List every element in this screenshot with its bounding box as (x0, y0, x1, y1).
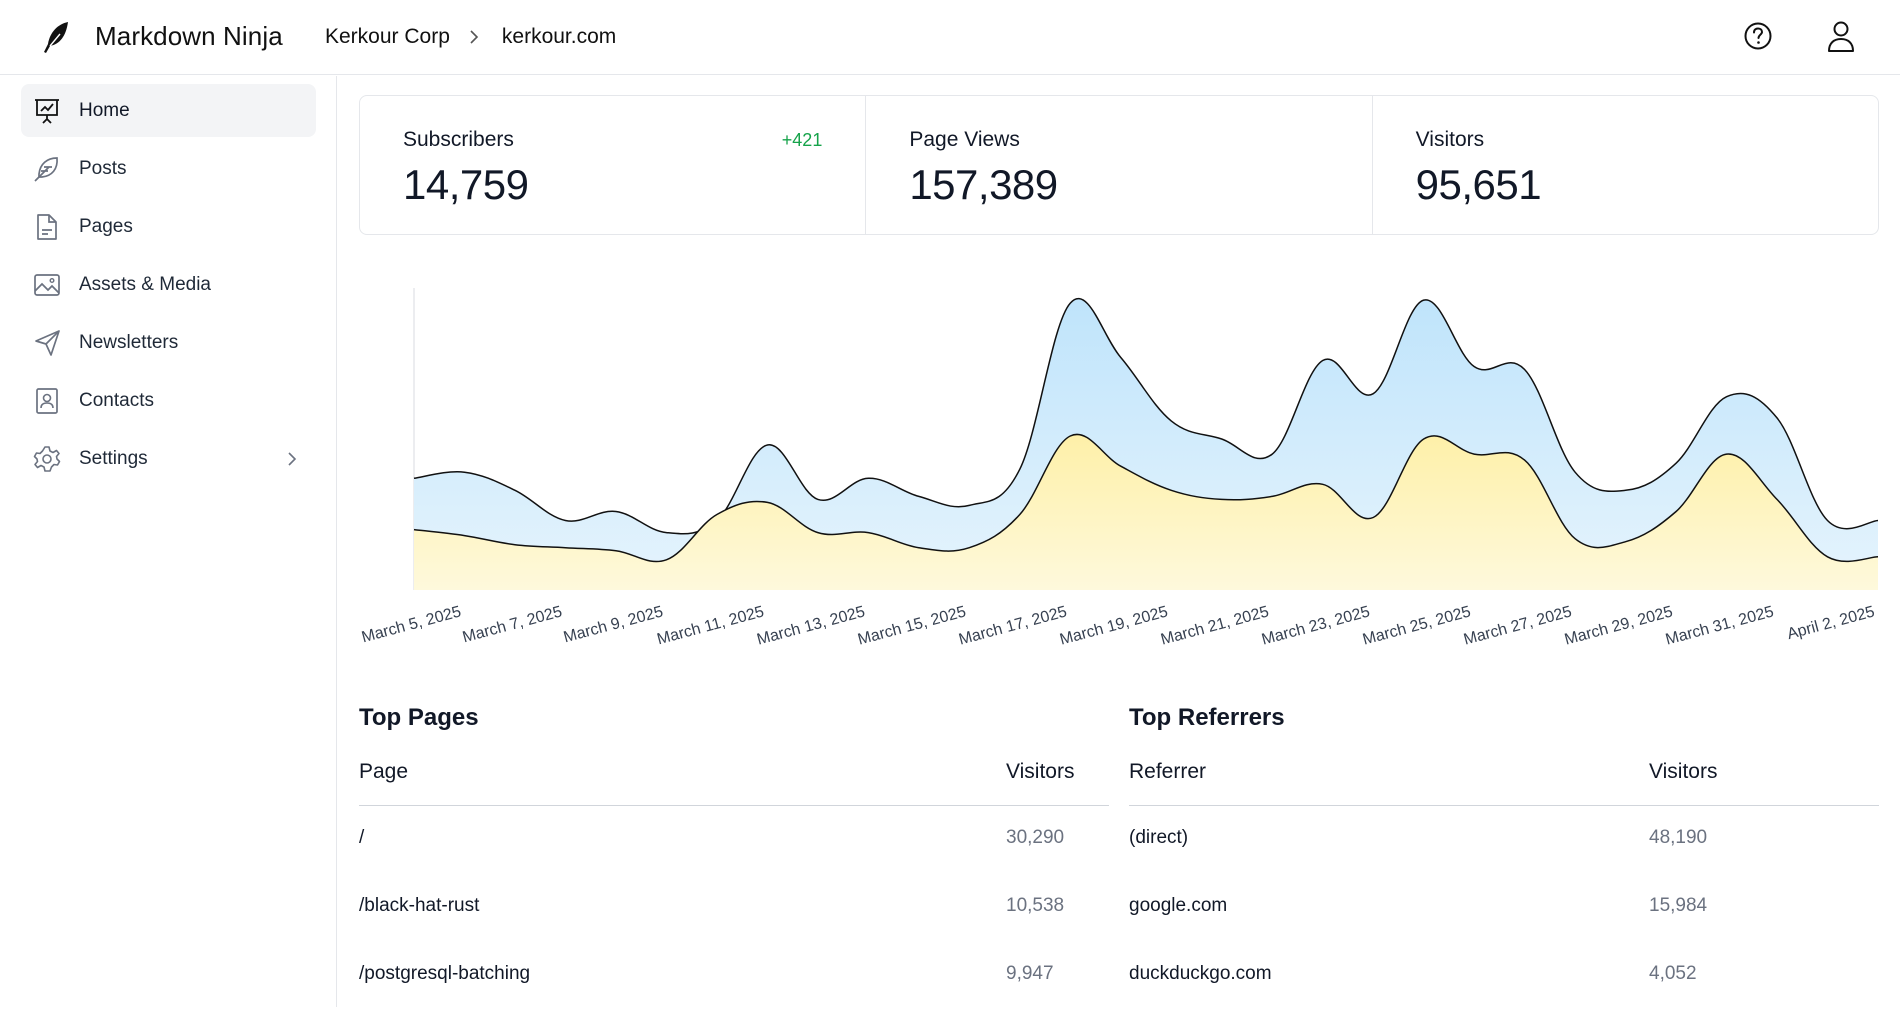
referrer-visitors: 48,190 (1649, 827, 1708, 848)
sidebar: Home Posts Pages Assets & Media Newslett… (0, 76, 337, 1007)
sidebar-item-pages[interactable]: Pages (21, 200, 316, 253)
series-line-visitors (413, 433, 1879, 563)
x-tick-label: March 29, 2025 (1563, 603, 1675, 648)
page-visitors: 9,947 (1006, 963, 1054, 984)
chevron-right-icon (288, 452, 297, 466)
referrer-visitors: 15,984 (1649, 895, 1708, 916)
sidebar-item-label: Home (79, 100, 130, 121)
gear-icon (33, 446, 61, 472)
table-header: Referrer Visitors (1129, 756, 1879, 806)
page-visitors: 30,290 (1006, 827, 1065, 848)
stat-label: Subscribers (403, 128, 514, 151)
feather-icon (34, 157, 58, 182)
sidebar-item-label: Contacts (79, 390, 154, 411)
sidebar-item-label: Assets & Media (79, 274, 211, 295)
page-path[interactable]: /black-hat-rust (359, 895, 480, 916)
x-tick-label: March 21, 2025 (1159, 603, 1271, 648)
referrer-visitors: 4,052 (1649, 963, 1697, 984)
x-tick-label: March 31, 2025 (1664, 603, 1776, 648)
referrer-name[interactable]: (direct) (1129, 827, 1189, 848)
stat-value: 95,651 (1415, 161, 1542, 208)
column-header-referrer: Referrer (1129, 760, 1207, 783)
breadcrumb: Kerkour Corp kerkour.com (325, 25, 616, 49)
series-line-page-views (413, 298, 1879, 535)
x-tick-label: March 15, 2025 (856, 603, 968, 648)
referrer-name[interactable]: duckduckgo.com (1129, 963, 1272, 984)
help-circle-icon[interactable] (1743, 21, 1773, 51)
top-pages-title: Top Pages (359, 704, 479, 731)
breadcrumb-org[interactable]: Kerkour Corp (325, 25, 450, 48)
sidebar-item-contacts[interactable]: Contacts (21, 374, 316, 427)
x-tick-label: March 19, 2025 (1058, 603, 1170, 648)
sidebar-item-label: Newsletters (79, 332, 179, 353)
x-tick-label: March 23, 2025 (1260, 603, 1372, 648)
x-tick-label: March 9, 2025 (562, 603, 665, 646)
sidebar-item-posts[interactable]: Posts (21, 142, 316, 195)
sidebar-item-label: Posts (79, 158, 127, 179)
table-row[interactable]: google.com 15,984 (1129, 875, 1879, 943)
page-path[interactable]: / (359, 827, 365, 848)
table-header: Page Visitors (359, 756, 1109, 806)
x-tick-label: March 11, 2025 (655, 603, 766, 648)
table-row[interactable]: duckduckgo.com 4,052 (1129, 943, 1879, 1011)
table-row[interactable]: (direct) 48,190 (1129, 807, 1879, 875)
breadcrumb-site[interactable]: kerkour.com (501, 25, 617, 48)
chevron-right-icon (470, 30, 479, 44)
top-referrers-title: Top Referrers (1129, 704, 1285, 731)
table-row[interactable]: / 30,290 (359, 807, 1109, 875)
x-tick-label: April 2, 2025 (1785, 603, 1876, 643)
paper-plane-icon (35, 330, 60, 356)
x-tick-label: March 13, 2025 (755, 603, 867, 648)
x-tick-label: March 7, 2025 (461, 603, 564, 646)
referrer-name[interactable]: google.com (1129, 895, 1228, 916)
sidebar-item-home[interactable]: Home (21, 84, 316, 137)
image-icon (34, 274, 60, 296)
table-row[interactable]: /black-hat-rust 10,538 (359, 875, 1109, 943)
stat-subscribers: Subscribers +421 14,759 (360, 96, 865, 234)
sidebar-item-settings[interactable]: Settings (21, 432, 316, 485)
stat-value: 157,389 (909, 161, 1058, 208)
stat-visitors: Visitors 95,651 (1371, 96, 1878, 234)
stat-page-views: Page Views 157,389 (865, 96, 1371, 234)
x-tick-label: March 25, 2025 (1361, 603, 1473, 648)
user-icon[interactable] (1826, 19, 1856, 53)
sidebar-item-assets-media[interactable]: Assets & Media (21, 258, 316, 311)
series-area-visitors (414, 434, 1878, 590)
page-visitors: 10,538 (1006, 895, 1065, 916)
sidebar-item-label: Pages (79, 216, 133, 237)
stat-label: Page Views (909, 128, 1020, 151)
stat-label: Visitors (1415, 128, 1485, 151)
presentation-chart-icon (35, 99, 59, 124)
stats-panel: Subscribers +421 14,759 Page Views 157,3… (359, 95, 1879, 235)
contact-book-icon (36, 388, 58, 414)
top-header: Markdown Ninja Kerkour Corp kerkour.com (0, 0, 1900, 75)
column-header-visitors: Visitors (1649, 760, 1718, 783)
stat-value: 14,759 (403, 161, 529, 208)
sidebar-item-newsletters[interactable]: Newsletters (21, 316, 316, 369)
x-tick-label: March 27, 2025 (1462, 603, 1574, 648)
stat-delta: +421 (781, 130, 823, 150)
x-tick-label: March 17, 2025 (957, 603, 1069, 648)
table-row[interactable]: /postgresql-batching 9,947 (359, 943, 1109, 1011)
feather-logo-icon[interactable] (40, 20, 72, 54)
page-path[interactable]: /postgresql-batching (359, 963, 531, 984)
app-title[interactable]: Markdown Ninja (95, 21, 283, 51)
document-icon (37, 214, 57, 240)
sidebar-item-label: Settings (79, 448, 148, 469)
x-tick-label: March 5, 2025 (360, 603, 463, 646)
column-header-page: Page (359, 760, 409, 783)
column-header-visitors: Visitors (1006, 760, 1075, 783)
